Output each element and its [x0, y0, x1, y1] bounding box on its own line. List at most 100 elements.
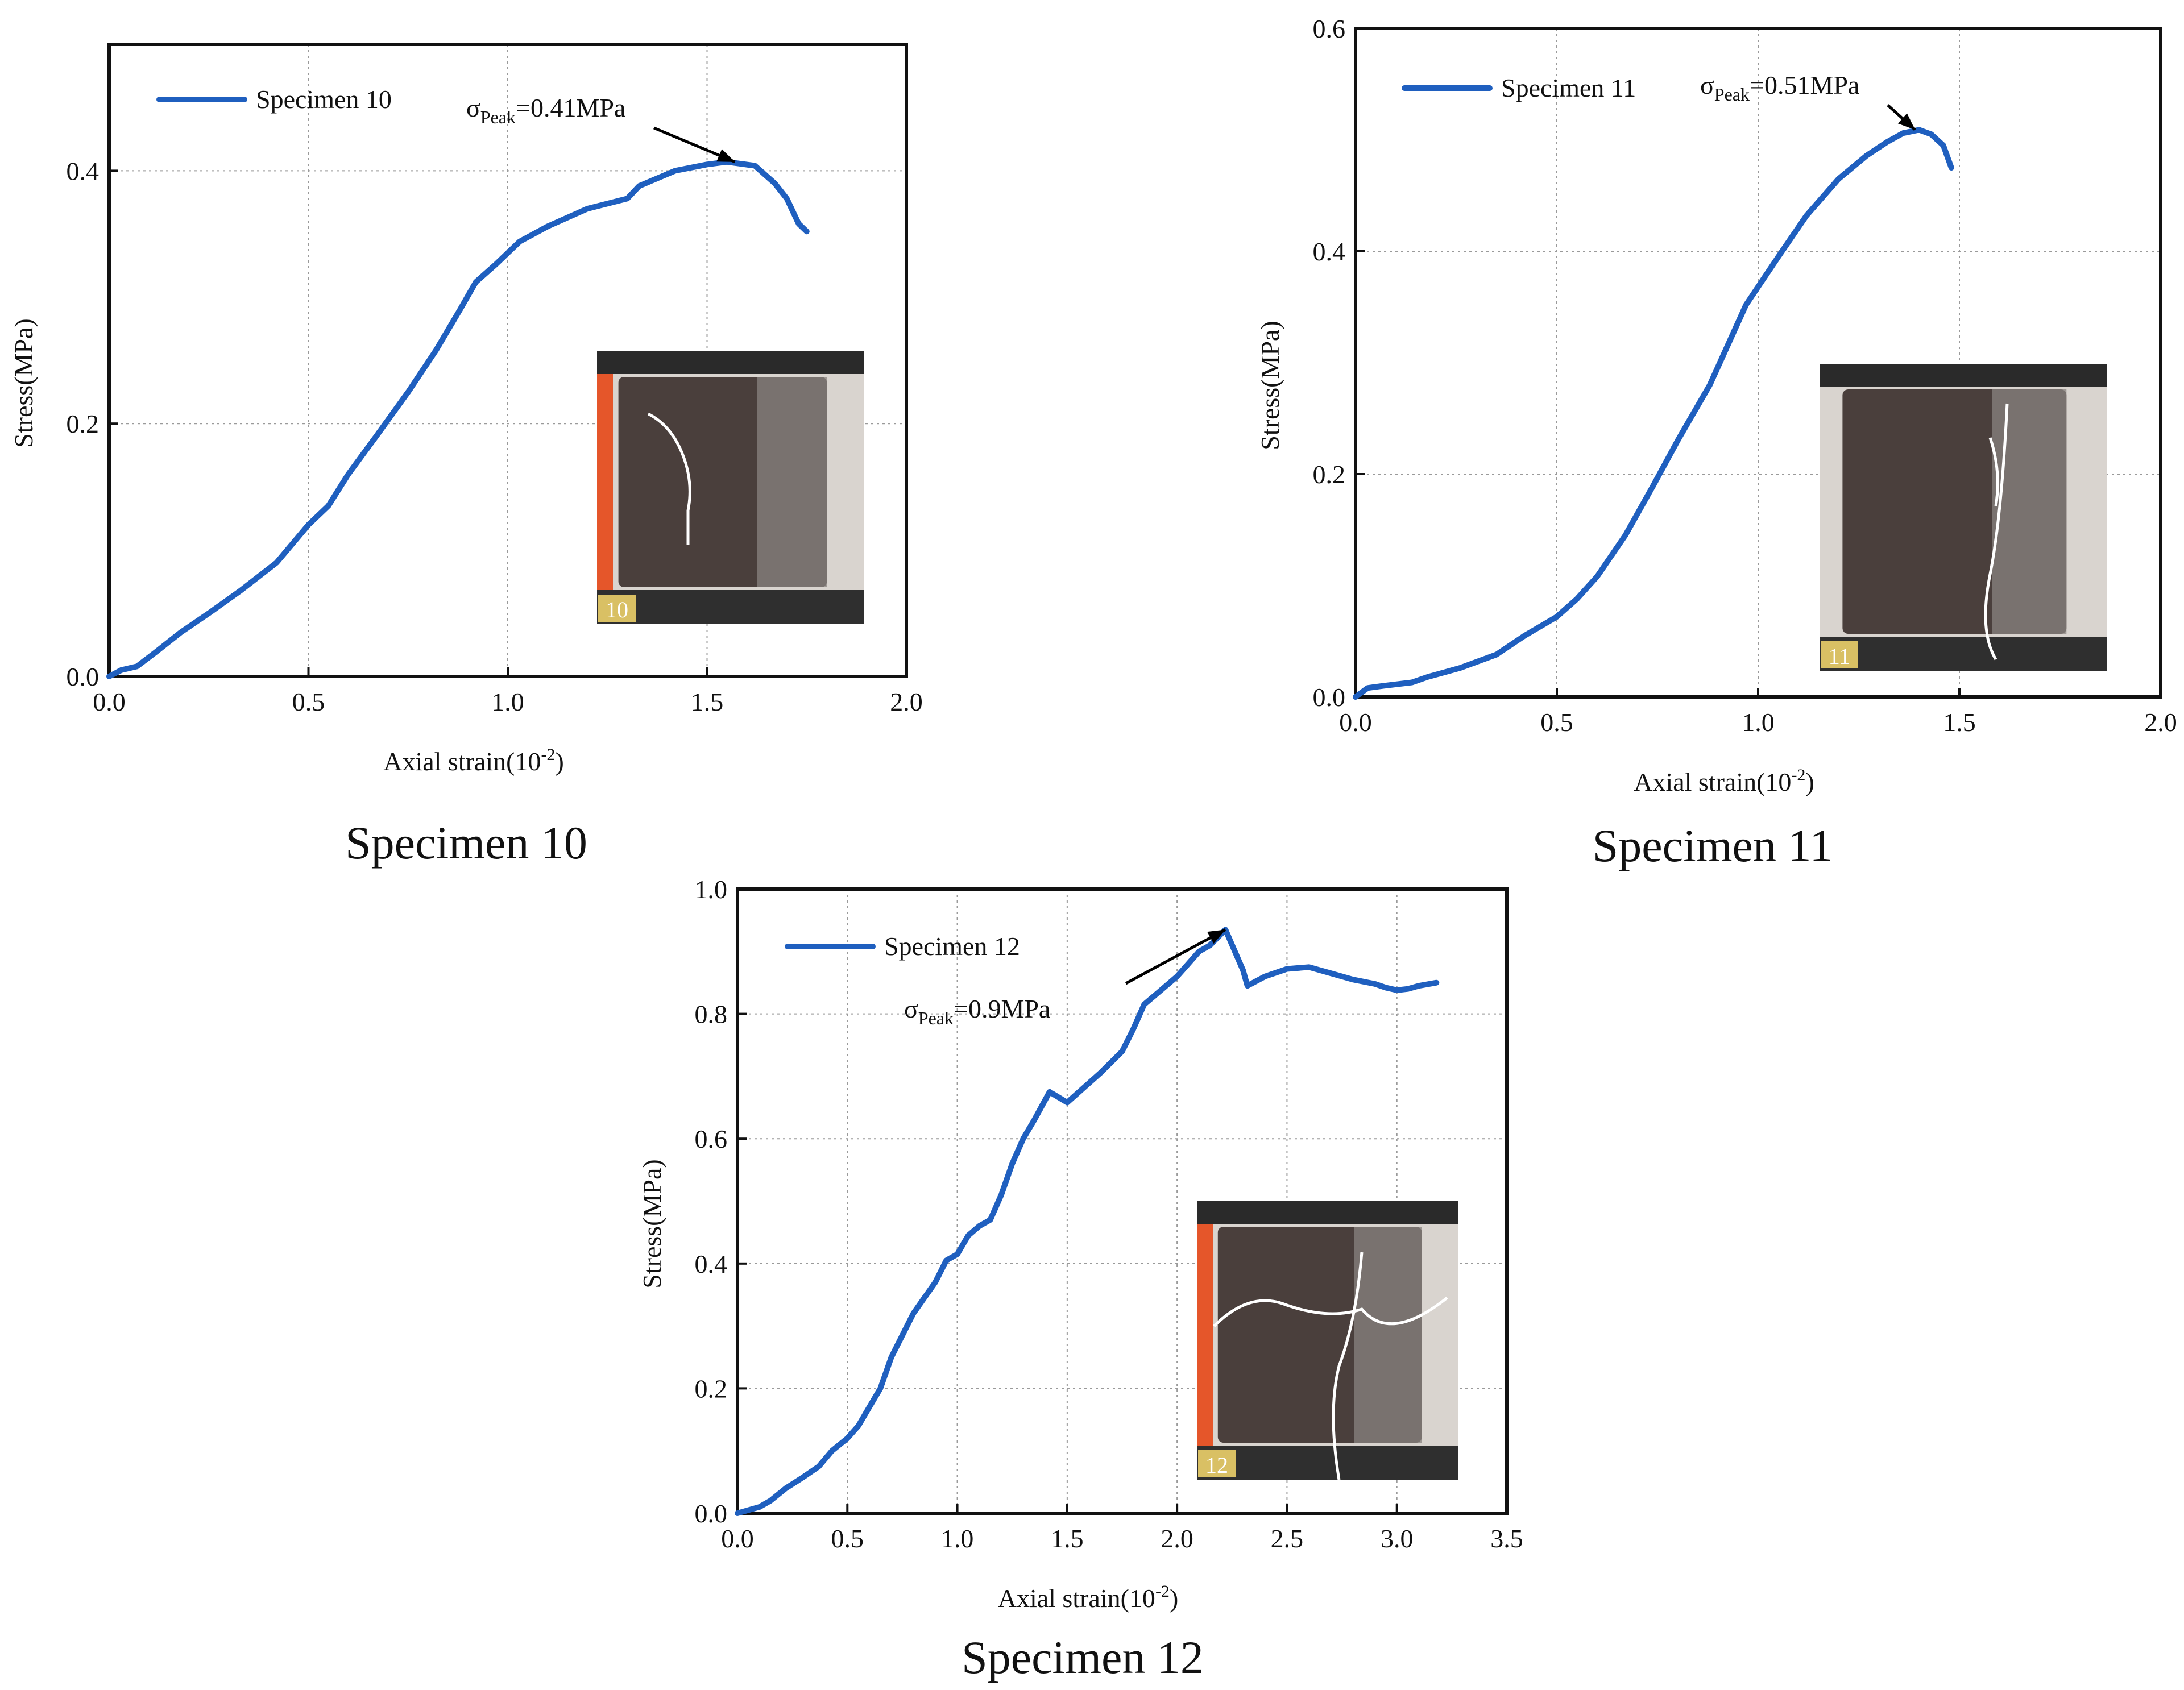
x-tick-label: 1.5: [1051, 1524, 1084, 1553]
loading-plate-bottom: [597, 590, 864, 624]
photo-label: 10: [606, 597, 628, 622]
y-tick-label: 1.0: [695, 875, 728, 904]
x-tick-label: 2.5: [1271, 1524, 1304, 1553]
x-tick-label: 2.0: [2144, 708, 2177, 737]
x-tick-label: 3.5: [1490, 1524, 1523, 1553]
peak-arrowhead: [1207, 929, 1226, 944]
photo-label-box: [1198, 1450, 1236, 1477]
photo-label: 11: [1829, 643, 1851, 669]
crack-trace: [1213, 1252, 1448, 1480]
loading-plate-top: [1820, 364, 2107, 387]
y-tick-label: 0.6: [695, 1124, 728, 1153]
y-tick-label: 0.8: [695, 1000, 728, 1029]
panel-caption: Specimen 11: [1593, 820, 1833, 871]
x-tick-label: 0.5: [1540, 708, 1573, 737]
series-line-specimen-11: [1353, 127, 1954, 700]
y-tick-label: 0.2: [67, 409, 100, 438]
chart-panel-specimen-12: 0.0 0.5 1.0 1.5 2.0 2.5 3.0 3.5 0.0 0.2 0.4 0.6 0.8 1…: [637, 875, 1523, 1683]
chart-panel-specimen-10: 0.0 0.5 1.0 1.5 2.00.00.20.4 10 Specimen 10 …: [9, 43, 923, 869]
x-axis-title: Axial strain(10-2): [383, 745, 564, 776]
peak-annotation: σPeak=0.41MPa: [466, 93, 736, 164]
loading-plate-top: [1197, 1201, 1458, 1224]
x-tick-label: 1.5: [691, 687, 724, 716]
peak-arrow: [1125, 928, 1226, 985]
panel-caption: Specimen 10: [345, 817, 587, 869]
machine-frame-orange: [597, 374, 613, 590]
y-axis-title: Stress(MPa): [637, 1159, 666, 1288]
chart-panel-specimen-11: 0.0 0.5 1.0 1.5 2.0 0.0 0.2 0.4 0.6 11 Specimen …: [1255, 14, 2177, 871]
y-tick-label: 0.4: [67, 156, 100, 185]
photo-label-box: [598, 595, 636, 622]
photo-label: 12: [1205, 1452, 1228, 1478]
peak-value: =0.41MPa: [516, 93, 625, 122]
legend-label: Specimen 10: [256, 85, 392, 114]
x-tick-label: 2.0: [890, 687, 923, 716]
y-tick-label: 0.6: [1313, 14, 1346, 43]
peak-arrowhead: [716, 149, 735, 162]
crack-trace: [1984, 403, 2009, 661]
x-axis-title-text: Axial strain(10: [383, 747, 541, 776]
specimen-side-face: [1992, 389, 2067, 634]
x-axis-title-close: ): [555, 747, 563, 776]
panel-caption: Specimen 12: [962, 1631, 1204, 1683]
x-axis-title: Axial strain(10-2): [998, 1582, 1179, 1613]
grid: [109, 44, 906, 676]
y-tick-label: 0.4: [695, 1249, 728, 1278]
y-tick-label: 0.4: [1313, 237, 1346, 266]
y-axis-title: Stress(MPa): [1255, 321, 1284, 450]
photo-label-box: [1821, 641, 1858, 668]
specimen-photo-inset: 10: [597, 351, 864, 624]
x-axis-title-text: Axial strain(10: [1634, 767, 1791, 796]
peak-value: =0.51MPa: [1750, 70, 1859, 99]
axis-ticks: 0.0 0.5 1.0 1.5 2.0 0.0 0.2 0.4 0.6: [1313, 14, 2177, 737]
x-tick-label: 2.0: [1161, 1524, 1193, 1553]
specimen-side-face: [757, 377, 827, 587]
specimen-side-face: [1354, 1227, 1422, 1443]
crack-trace: [647, 412, 691, 545]
x-axis-title-close: ): [1805, 767, 1814, 796]
y-tick-label: 0.0: [67, 662, 100, 691]
plot-frame: [736, 887, 1509, 1515]
x-tick-label: 3.0: [1381, 1524, 1414, 1553]
grid: [737, 889, 1507, 1513]
x-tick-label: 0.5: [292, 687, 325, 716]
x-axis-title-close: ): [1170, 1584, 1178, 1613]
x-tick-label: 0.0: [721, 1524, 754, 1553]
peak-label: σPeak=0.41MPa: [466, 93, 625, 127]
legend: Specimen 12: [785, 932, 1020, 961]
x-tick-label: 1.0: [1742, 708, 1775, 737]
peak-subscript: Peak: [918, 1008, 954, 1028]
specimen-photo-inset: 11: [1820, 364, 2107, 671]
x-axis-title-exponent: -2: [1155, 1582, 1170, 1601]
y-axis-title: Stress(MPa): [9, 318, 38, 447]
series-line-specimen-10: [106, 159, 810, 679]
x-axis-title-exponent: -2: [541, 745, 555, 764]
peak-subscript: Peak: [480, 107, 516, 127]
peak-label: σPeak=0.9MPa: [904, 994, 1050, 1028]
x-axis-title: Axial strain(10-2): [1634, 766, 1814, 796]
peak-annotation: σPeak=0.51MPa: [1700, 70, 1916, 131]
legend-label: Specimen 11: [1501, 73, 1636, 102]
x-tick-label: 1.5: [1943, 708, 1976, 737]
x-tick-label: 0.5: [831, 1524, 864, 1553]
loading-plate-bottom: [1197, 1446, 1458, 1480]
y-tick-label: 0.2: [695, 1374, 728, 1403]
axis-ticks: 0.0 0.5 1.0 1.5 2.0 2.5 3.0 3.5 0.0 0.2 0.4 0.6 0.8 1…: [695, 875, 1523, 1553]
peak-sigma: σ: [904, 994, 918, 1023]
loading-plate-bottom: [1820, 637, 2107, 671]
x-tick-label: 0.0: [1339, 708, 1372, 737]
specimen-photo-inset: 12: [1197, 1201, 1458, 1480]
x-axis-title-text: Axial strain(10: [998, 1584, 1155, 1613]
peak-label: σPeak=0.51MPa: [1700, 70, 1859, 105]
legend-label: Specimen 12: [884, 932, 1020, 961]
legend: Specimen 11: [1402, 73, 1636, 102]
peak-sigma: σ: [466, 93, 480, 122]
y-tick-label: 0.0: [695, 1499, 728, 1528]
x-tick-label: 1.0: [491, 687, 524, 716]
peak-sigma: σ: [1700, 70, 1714, 99]
y-tick-label: 0.2: [1313, 460, 1346, 489]
peak-arrowhead: [1897, 113, 1916, 130]
x-tick-label: 1.0: [941, 1524, 974, 1553]
legend: Specimen 10: [156, 85, 392, 114]
